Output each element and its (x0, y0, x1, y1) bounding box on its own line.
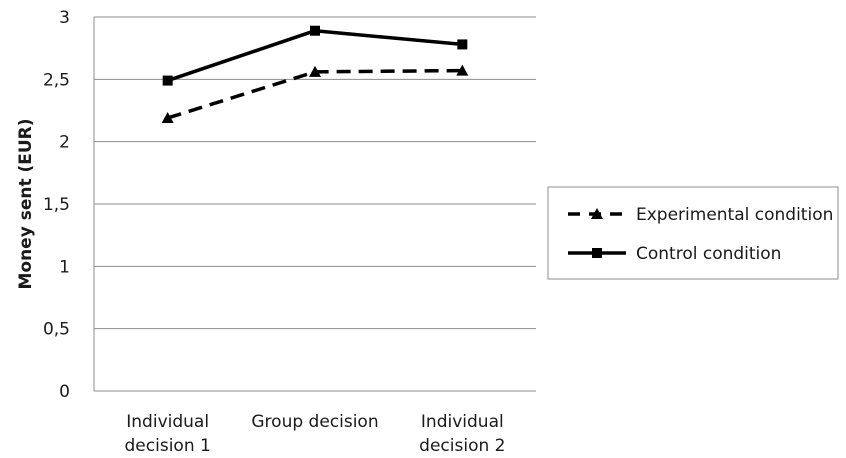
legend-marker (592, 248, 602, 258)
y-tick-label: 2 (59, 133, 70, 153)
y-tick-label: 2,5 (43, 70, 70, 90)
data-point-marker (309, 65, 321, 77)
x-tick-labels: Individual decision 1 Group decision Indivi… (125, 412, 506, 456)
x-tick-label: Individual decision 1 (125, 412, 211, 456)
legend-entry-label: Control condition (636, 244, 781, 264)
legend-entry-label: Experimental condition (636, 205, 833, 225)
data-point-marker (456, 64, 469, 76)
legend-marker (591, 208, 603, 219)
legend-box (547, 186, 839, 280)
x-tick-label: Group decision (251, 412, 378, 432)
axes (93, 17, 536, 392)
legend: Experimental condition Control condition (547, 186, 839, 280)
data-point-marker (161, 111, 174, 123)
y-tick-label: 0,5 (43, 320, 70, 340)
data-point-marker (457, 39, 468, 50)
data-point-marker (310, 25, 320, 36)
y-tick-label: 0 (59, 382, 70, 402)
series-markers (161, 25, 469, 123)
data-point-marker (162, 75, 173, 86)
y-tick-label: 1,5 (43, 195, 70, 215)
y-tick-label: 3 (59, 8, 70, 28)
series-line-0 (167, 68, 463, 120)
y-axis-label: Money sent (EUR) (16, 118, 36, 289)
x-tick-label: Individual decision 2 (419, 412, 505, 456)
y-tick-labels: 0 0,5 1 1,5 2 2,5 3 (43, 8, 70, 402)
y-tick-label: 1 (59, 257, 70, 277)
